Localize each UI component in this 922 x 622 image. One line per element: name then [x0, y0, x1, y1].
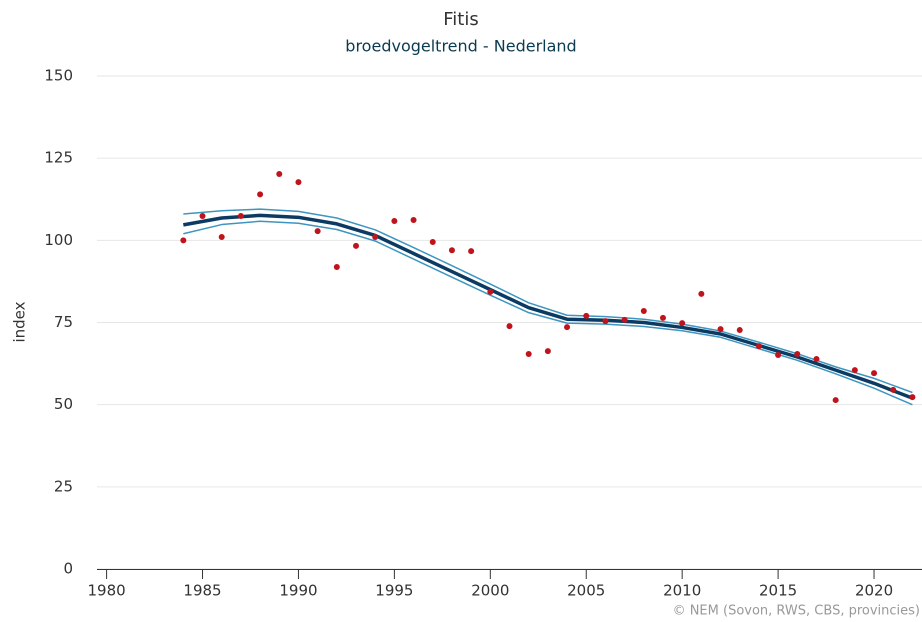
- data-point: [564, 324, 571, 331]
- data-point: [909, 394, 916, 401]
- trend-line: [183, 213, 914, 400]
- data-point: [257, 191, 264, 198]
- data-point: [276, 170, 283, 177]
- data-point: [871, 370, 878, 377]
- data-point: [832, 397, 839, 404]
- data-point: [218, 234, 225, 241]
- data-point: [602, 318, 609, 325]
- data-point: [525, 351, 532, 358]
- data-point: [199, 213, 206, 220]
- y-tick-label: 125: [44, 149, 73, 167]
- x-tick-label: 2015: [759, 582, 797, 600]
- chart-title: Fitis: [443, 9, 478, 30]
- y-tick-label: 150: [44, 67, 73, 85]
- data-point: [794, 351, 801, 358]
- y-tick-label: 0: [63, 560, 73, 578]
- data-point: [180, 237, 187, 244]
- data-point: [775, 352, 782, 359]
- data-point: [410, 216, 417, 223]
- y-tick-label: 100: [44, 231, 73, 249]
- y-axis-label: index: [11, 301, 29, 342]
- trend-line: [183, 208, 913, 394]
- data-point: [890, 386, 897, 393]
- data-point: [391, 217, 398, 224]
- x-tick-label: 2000: [471, 582, 509, 600]
- data-point: [640, 307, 647, 314]
- data-point: [717, 326, 724, 333]
- data-point: [353, 242, 360, 249]
- data-point: [314, 228, 321, 235]
- y-tick-label: 50: [54, 395, 73, 413]
- data-point: [506, 323, 513, 330]
- x-tick-label: 2010: [663, 582, 701, 600]
- data-point: [237, 213, 244, 220]
- data-point: [621, 316, 628, 323]
- x-tick-label: 1990: [279, 582, 317, 600]
- data-point: [295, 179, 302, 186]
- x-tick-label: 1985: [183, 582, 221, 600]
- data-point: [736, 327, 743, 334]
- data-point: [813, 355, 820, 362]
- data-point: [487, 288, 494, 295]
- data-point: [679, 320, 686, 327]
- credit: © NEM (Sovon, RWS, CBS, provincies): [673, 604, 920, 619]
- data-point: [851, 367, 858, 374]
- data-point: [429, 238, 436, 245]
- x-tick-label: 2020: [855, 582, 893, 600]
- data-point: [698, 290, 705, 297]
- data-point: [372, 234, 379, 241]
- x-tick-label: 1980: [87, 582, 125, 600]
- x-tick-label: 1995: [375, 582, 413, 600]
- x-tick-label: 2005: [567, 582, 605, 600]
- data-point: [544, 348, 551, 355]
- data-point: [583, 312, 590, 319]
- y-tick-label: 75: [54, 313, 73, 331]
- data-point: [468, 248, 475, 255]
- y-tick-label: 25: [54, 477, 73, 495]
- data-point: [755, 343, 762, 350]
- data-point: [659, 314, 666, 321]
- chart-subtitle: broedvogeltrend - Nederland: [345, 37, 576, 56]
- trend-line: [183, 220, 913, 406]
- data-point: [448, 247, 455, 254]
- data-point: [333, 263, 340, 270]
